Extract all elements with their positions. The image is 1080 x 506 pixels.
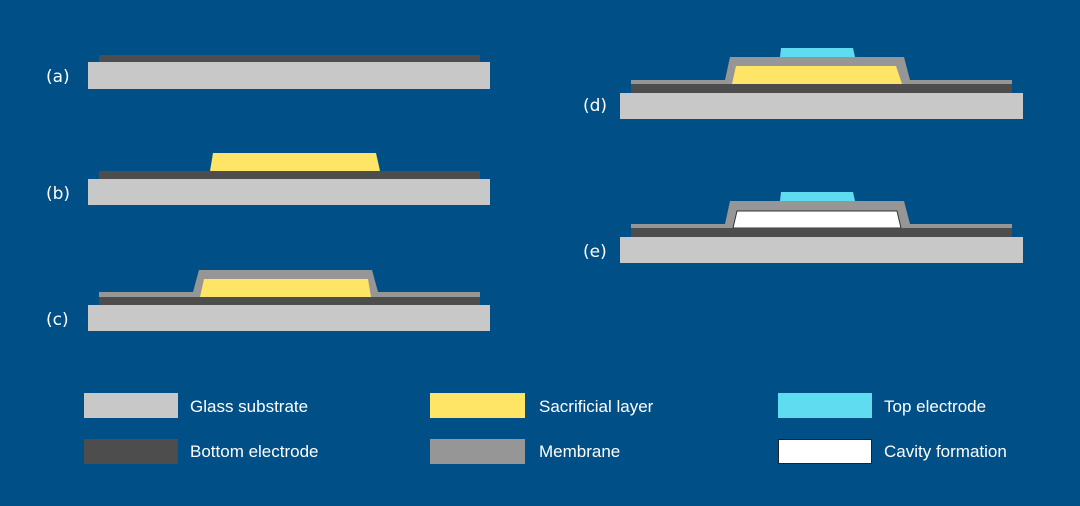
sacrificial-layer [210, 153, 380, 171]
step-b: (b) [46, 153, 490, 205]
glass-substrate [620, 237, 1023, 263]
legend-swatch-glass-substrate [84, 393, 178, 418]
step-label-b: (b) [46, 184, 70, 204]
legend-label-bottom-electrode: Bottom electrode [190, 442, 319, 461]
top-electrode [780, 192, 855, 201]
step-c: (c) [46, 270, 490, 331]
legend-swatch-cavity [778, 439, 872, 464]
glass-substrate [88, 62, 490, 89]
bottom-electrode [99, 55, 480, 62]
step-a: (a) [46, 55, 490, 89]
sacrificial-layer [732, 66, 902, 84]
glass-substrate [88, 179, 490, 205]
bottom-electrode [99, 297, 480, 305]
legend-swatch-membrane [430, 439, 525, 464]
legend-swatch-bottom-electrode [84, 439, 178, 464]
bottom-electrode [631, 228, 1012, 237]
bottom-electrode [99, 171, 480, 179]
glass-substrate [88, 305, 490, 331]
legend-label-membrane: Membrane [539, 442, 620, 461]
bottom-electrode [631, 84, 1012, 93]
glass-substrate [620, 93, 1023, 119]
legend-swatch-sacrificial-layer [430, 393, 525, 418]
legend-swatch-top-electrode [778, 393, 872, 418]
legend-label-top-electrode: Top electrode [884, 397, 986, 416]
step-d: (d) [583, 48, 1023, 119]
step-e: (e) [583, 192, 1023, 263]
step-label-d: (d) [583, 96, 607, 116]
top-electrode [780, 48, 855, 57]
sacrificial-layer [200, 279, 371, 297]
step-label-e: (e) [583, 242, 607, 262]
legend-label-sacrificial-layer: Sacrificial layer [539, 397, 654, 416]
step-label-a: (a) [46, 67, 70, 87]
step-label-c: (c) [46, 310, 69, 330]
cavity [732, 210, 902, 229]
legend-label-glass-substrate: Glass substrate [190, 397, 308, 416]
legend: Glass substrate Bottom electrode Sacrifi… [84, 393, 1007, 464]
legend-label-cavity: Cavity formation [884, 442, 1007, 461]
